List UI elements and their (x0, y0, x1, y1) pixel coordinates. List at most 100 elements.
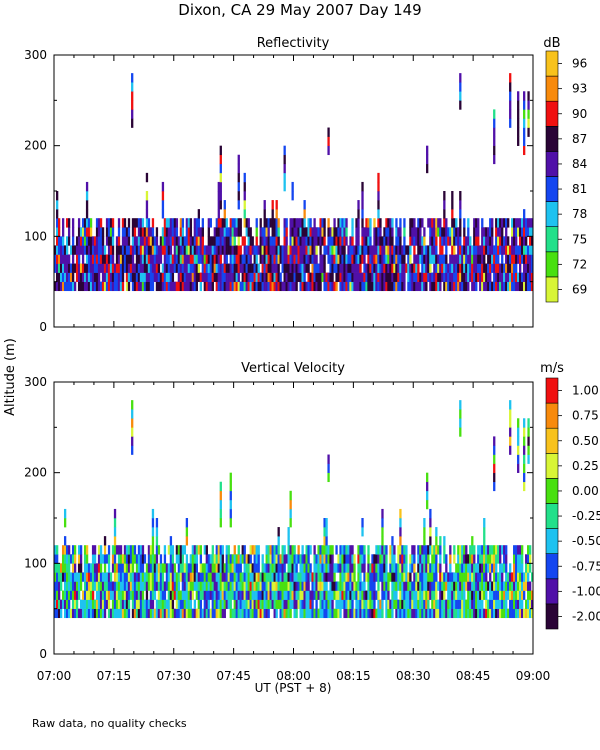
data-cell-column (426, 499, 429, 510)
data-cell (219, 563, 222, 573)
data-cell (105, 590, 109, 600)
data-cell (221, 218, 224, 228)
data-cell (117, 218, 121, 228)
data-cell (333, 590, 336, 600)
data-cell (319, 545, 322, 555)
data-cell (87, 281, 91, 292)
data-cell (267, 608, 270, 619)
data-cell (281, 245, 284, 255)
data-cell (369, 236, 372, 246)
data-cell (473, 608, 476, 619)
data-cell (421, 554, 424, 564)
data-cell (501, 572, 504, 582)
data-cell (283, 590, 286, 600)
data-cell (171, 218, 175, 228)
data-cell (167, 590, 171, 600)
data-cell (307, 227, 310, 237)
data-cell (431, 236, 434, 246)
data-cell (387, 599, 390, 609)
data-cell (487, 581, 490, 591)
data-cell (443, 227, 446, 237)
data-cell (171, 236, 175, 246)
data-cell (125, 608, 129, 619)
data-cell (123, 254, 127, 264)
figure-title: Dixon, CA 29 May 2007 Day 149 (178, 1, 421, 19)
data-cell (475, 281, 478, 292)
data-cell (109, 581, 113, 591)
data-cell (339, 545, 342, 555)
data-cell (103, 536, 107, 546)
data-cell (485, 572, 488, 582)
data-cell (423, 563, 426, 573)
data-cell (59, 254, 63, 264)
data-cell (231, 227, 234, 237)
data-cell (121, 608, 125, 619)
data-cell (245, 581, 248, 591)
data-cell (467, 581, 470, 591)
data-cell (409, 581, 412, 591)
data-cell-column (459, 409, 462, 419)
data-cell (221, 599, 224, 609)
data-cell (79, 272, 83, 282)
data-cell (165, 581, 169, 591)
data-cell (493, 581, 496, 591)
data-cell (173, 581, 177, 591)
x-tick-label: 08:00 (276, 669, 311, 683)
data-cell (499, 263, 502, 273)
data-cell (56, 263, 59, 273)
data-cell (99, 236, 103, 246)
data-cell (311, 272, 314, 282)
data-cell (459, 236, 462, 246)
data-cell (249, 245, 252, 255)
data-cell (79, 563, 83, 573)
data-cell (311, 590, 314, 600)
data-cell (135, 554, 139, 564)
data-cell (123, 608, 127, 619)
data-cell (215, 590, 218, 600)
data-cell (231, 563, 234, 573)
data-cell (343, 236, 346, 246)
data-cell (241, 263, 244, 273)
data-cell (193, 227, 197, 237)
data-cell (211, 563, 214, 573)
data-cell (67, 263, 71, 273)
data-cell (283, 254, 286, 264)
data-cell (411, 236, 414, 246)
data-cell (205, 590, 208, 600)
data-cell (135, 599, 139, 609)
data-cell (413, 272, 416, 282)
data-cell (497, 281, 500, 292)
data-cell (393, 590, 396, 600)
data-cell (271, 227, 274, 237)
data-cell (487, 545, 490, 555)
data-cell (323, 536, 326, 546)
data-cell (215, 608, 218, 619)
data-cell (107, 272, 111, 282)
data-cell (241, 545, 244, 555)
data-cell (361, 236, 364, 246)
data-cell (54, 608, 57, 619)
data-cell (321, 599, 324, 609)
data-cell (89, 263, 93, 273)
data-cell (125, 599, 129, 609)
data-cell (511, 572, 514, 582)
data-cell (333, 227, 336, 237)
data-cell (75, 590, 79, 600)
data-cell (415, 581, 418, 591)
data-cell (135, 218, 139, 228)
data-cell (291, 227, 294, 237)
data-cell (491, 245, 494, 255)
data-cell-column (219, 490, 222, 501)
data-cell (461, 263, 464, 273)
data-cell (67, 572, 71, 582)
y-axis-label: Altitude (m) (3, 338, 18, 416)
data-cell (205, 272, 208, 282)
data-cell (453, 281, 456, 292)
data-cell (485, 245, 488, 255)
data-cell (63, 581, 67, 591)
data-cell (369, 590, 372, 600)
data-cell (181, 245, 185, 255)
data-cell (185, 281, 189, 292)
data-cell (511, 263, 514, 273)
data-cell (231, 245, 234, 255)
